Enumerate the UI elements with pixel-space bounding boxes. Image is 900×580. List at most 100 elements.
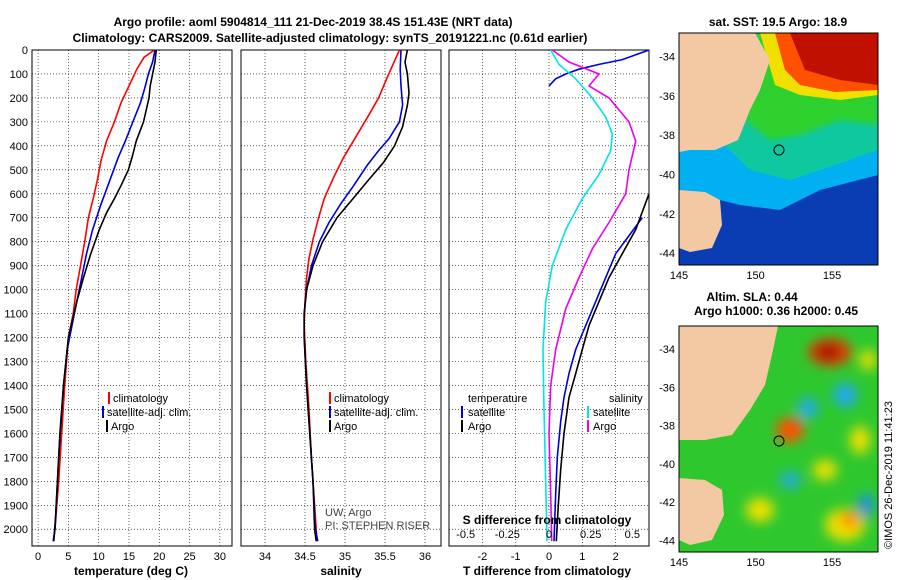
y-tick-label: 100	[10, 69, 28, 81]
x-tick-label: 10	[93, 551, 105, 563]
map-lat-label: -34	[659, 344, 675, 356]
x-tick-label-top: -0.5	[456, 529, 475, 541]
legend-difference-panel: temperature satellite Argo salinity sate…	[461, 393, 643, 433]
y-tick-label: 200	[10, 93, 28, 105]
map-lat-label: -44	[659, 536, 675, 548]
map-lon-label: 150	[746, 557, 764, 569]
y-tick-label: 0	[22, 45, 28, 57]
map-lat-label: -36	[659, 91, 675, 103]
x-tick-label: 20	[153, 551, 165, 563]
legend-label-climatology: climatology	[113, 393, 169, 405]
y-tick-label: 1400	[4, 380, 28, 392]
y-tick-label: 700	[10, 213, 28, 225]
legend-title-temperature: temperature	[468, 393, 527, 405]
credit-uw-argo: UW, Argo	[325, 507, 371, 519]
series-line-argo	[53, 50, 157, 542]
legend-title-salinity: salinity	[609, 393, 643, 405]
tick-layer: 0 5 10 15 20 25 30 34 34.5 35 35.5 36 -2 -1 0 1 2 -0.5 -0.…	[4, 45, 842, 569]
series-line-satellite-adj-clim-	[303, 50, 404, 542]
credit-pi: PI: STEPHEN RISER	[325, 520, 430, 532]
y-tick-label: 1200	[4, 333, 28, 345]
sla-map-title1: Altim. SLA: 0.44	[706, 290, 798, 304]
x-tick-label: 0	[35, 551, 41, 563]
y-tick-label: 2000	[4, 524, 28, 536]
x-tick-label: 25	[183, 551, 195, 563]
y-tick-label: 1600	[4, 428, 28, 440]
series-line-satellite	[553, 217, 643, 542]
imos-credit: ©IMOS 26-Dec-2019 11:41:23	[883, 401, 895, 549]
map-lat-label: -36	[659, 382, 675, 394]
series-line-satellite	[542, 50, 614, 542]
x-tick-label-top: 0.5	[625, 529, 640, 541]
series-line-satellite	[548, 50, 649, 87]
y-tick-label: 800	[10, 237, 28, 249]
map-lon-label: 155	[823, 557, 841, 569]
series-line-argo	[303, 50, 410, 542]
x-axis-label-s-difference: S difference from climatology	[463, 513, 632, 527]
x-tick-label: 35	[339, 551, 351, 563]
map-lat-label: -40	[659, 170, 675, 182]
map-lat-label: -42	[659, 497, 675, 509]
map-lat-label: -38	[659, 130, 675, 142]
legend-label-argo-s: Argo	[593, 421, 616, 433]
x-tick-label-top: 0.25	[580, 529, 601, 541]
x-tick-label: 15	[123, 551, 135, 563]
series-line-climatology	[52, 50, 155, 542]
map-lat-label: -44	[659, 248, 675, 260]
map-lon-label: 150	[746, 270, 764, 282]
x-tick-label-top: 0	[546, 529, 552, 541]
title-line2: Climatology: CARS2009. Satellite-adjuste…	[73, 31, 588, 45]
difference-panel-frame	[448, 49, 650, 547]
grid-layer	[32, 49, 649, 546]
legend-label-argo: Argo	[334, 421, 357, 433]
x-tick-label: 36	[419, 551, 431, 563]
y-tick-label: 600	[10, 189, 28, 201]
title-line1: Argo profile: aoml 5904814_111 21-Dec-20…	[114, 15, 513, 29]
x-axis-label-salinity: salinity	[320, 564, 362, 578]
map-lat-label: -38	[659, 421, 675, 433]
sst-map-title: sat. SST: 19.5 Argo: 18.9	[709, 15, 848, 29]
legend-label-argo-t: Argo	[468, 421, 491, 433]
sst-map	[678, 32, 879, 266]
x-tick-label: 30	[214, 551, 226, 563]
legend-label-argo: Argo	[111, 421, 134, 433]
y-tick-label: 1300	[4, 356, 28, 368]
legend-label-satellite-t: satellite	[468, 407, 505, 419]
y-tick-label: 500	[10, 165, 28, 177]
legend-label-satellite: satellite-adj. clim.	[107, 407, 191, 419]
y-tick-label: 1100	[4, 309, 28, 321]
legend-label-satellite-s: satellite	[593, 407, 630, 419]
map-lon-label: 155	[823, 270, 841, 282]
y-tick-label: 1900	[4, 500, 28, 512]
x-tick-label: 2	[613, 551, 619, 563]
series-line-argo	[555, 193, 649, 542]
series-layer	[52, 50, 649, 542]
x-tick-label: 34	[259, 551, 271, 563]
x-tick-label: 0	[546, 551, 552, 563]
map-lon-label: 145	[670, 557, 688, 569]
x-axis-label-t-difference: T difference from climatology	[463, 564, 631, 578]
x-axis-label-temperature: temperature (deg C)	[74, 564, 188, 578]
x-tick-label: 34.5	[294, 551, 315, 563]
x-tick-label: 5	[65, 551, 71, 563]
sla-map-title2: Argo h1000: 0.36 h2000: 0.45	[694, 304, 858, 318]
series-line-argo	[548, 50, 637, 542]
salinity-panel-frame	[240, 49, 442, 547]
map-lat-label: -34	[659, 52, 675, 64]
y-tick-label: 300	[10, 117, 28, 129]
map-lon-label: 145	[670, 270, 688, 282]
y-tick-label: 400	[10, 141, 28, 153]
y-tick-label: 900	[10, 261, 28, 273]
legend-salinity-panel: climatology satellite-adj. clim. Argo	[329, 392, 418, 433]
legend-temperature-panel: climatology satellite-adj. clim. Argo	[102, 392, 191, 433]
y-tick-label: 1000	[4, 285, 28, 297]
legend-label-satellite: satellite-adj. clim.	[334, 407, 418, 419]
y-tick-label: 1800	[4, 476, 28, 488]
x-tick-label: 35.5	[374, 551, 395, 563]
x-tick-label: -1	[511, 551, 521, 563]
map-lat-label: -40	[659, 459, 675, 471]
x-tick-label: -2	[477, 551, 487, 563]
y-tick-label: 1500	[4, 404, 28, 416]
map-lat-label: -42	[659, 209, 675, 221]
